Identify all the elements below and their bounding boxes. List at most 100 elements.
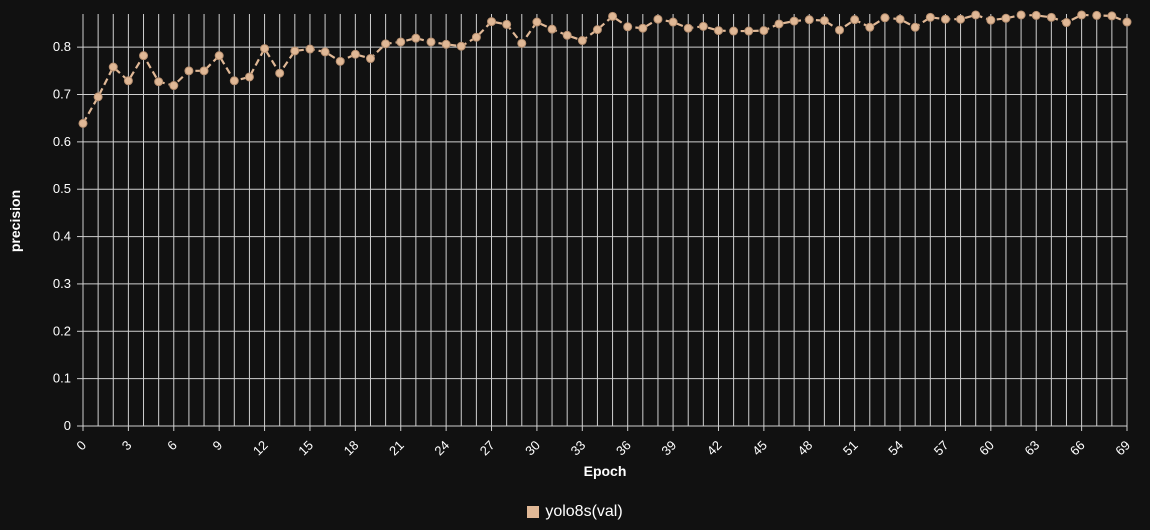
x-tick-label: 3 <box>119 438 135 454</box>
data-point[interactable] <box>895 14 905 24</box>
data-point[interactable] <box>865 22 875 32</box>
y-tick-label: 0.7 <box>53 87 71 102</box>
data-point[interactable] <box>577 36 587 46</box>
data-point[interactable] <box>517 38 527 48</box>
data-point[interactable] <box>653 14 663 24</box>
x-tick-label: 42 <box>704 438 725 459</box>
data-point[interactable] <box>244 72 254 82</box>
x-tick-label: 24 <box>431 438 452 459</box>
data-point[interactable] <box>426 37 436 47</box>
data-point[interactable] <box>154 77 164 87</box>
data-point[interactable] <box>320 47 330 57</box>
data-point[interactable] <box>123 76 133 86</box>
data-point[interactable] <box>275 68 285 78</box>
data-point[interactable] <box>214 51 224 61</box>
x-tick-label: 51 <box>840 438 861 459</box>
data-point[interactable] <box>1031 10 1041 20</box>
data-point[interactable] <box>199 66 209 76</box>
data-point[interactable] <box>487 17 497 27</box>
data-point[interactable] <box>910 22 920 32</box>
data-point[interactable] <box>789 16 799 26</box>
x-tick-label: 57 <box>931 438 952 459</box>
data-point[interactable] <box>668 17 678 27</box>
data-point[interactable] <box>335 56 345 66</box>
data-point[interactable] <box>139 51 149 61</box>
data-point[interactable] <box>835 25 845 35</box>
data-point[interactable] <box>229 76 239 86</box>
data-point[interactable] <box>1061 18 1071 28</box>
data-point[interactable] <box>623 22 633 32</box>
x-tick-label: 66 <box>1067 438 1088 459</box>
x-axis-title: Epoch <box>584 463 627 479</box>
data-point[interactable] <box>184 66 194 76</box>
data-point[interactable] <box>365 54 375 64</box>
data-point[interactable] <box>1016 10 1026 20</box>
data-point[interactable] <box>502 19 512 29</box>
data-point[interactable] <box>774 19 784 29</box>
x-tick-label: 12 <box>250 438 271 459</box>
data-point[interactable] <box>169 81 179 91</box>
data-point[interactable] <box>940 14 950 24</box>
x-tick-label: 18 <box>341 438 362 459</box>
data-point[interactable] <box>290 46 300 56</box>
data-point[interactable] <box>1122 17 1132 27</box>
data-point[interactable] <box>880 13 890 23</box>
x-tick-label: 21 <box>386 438 407 459</box>
x-tick-label: 54 <box>885 438 906 459</box>
y-tick-label: 0.6 <box>53 134 71 149</box>
x-tick-label: 39 <box>658 438 679 459</box>
data-point[interactable] <box>819 16 829 26</box>
data-point[interactable] <box>411 33 421 43</box>
axes: 00.10.20.30.40.50.60.70.80 3 6 9 12 15 18 21 24 2… <box>53 39 1133 458</box>
data-point[interactable] <box>562 30 572 40</box>
grid <box>82 14 1128 427</box>
x-tick-label: 6 <box>164 438 180 454</box>
series-points <box>78 10 1132 128</box>
data-point[interactable] <box>547 24 557 34</box>
data-point[interactable] <box>744 26 754 36</box>
data-point[interactable] <box>608 11 618 21</box>
data-point[interactable] <box>971 10 981 20</box>
data-point[interactable] <box>1077 10 1087 20</box>
y-tick-label: 0.1 <box>53 371 71 386</box>
x-tick-label: 27 <box>477 438 498 459</box>
y-tick-label: 0.2 <box>53 323 71 338</box>
data-point[interactable] <box>1001 13 1011 23</box>
data-point[interactable] <box>260 44 270 54</box>
data-point[interactable] <box>471 32 481 42</box>
data-point[interactable] <box>441 39 451 49</box>
data-point[interactable] <box>1092 10 1102 20</box>
y-axis-title: precision <box>7 190 23 252</box>
data-point[interactable] <box>381 39 391 49</box>
legend: yolo8s(val) <box>0 503 1150 523</box>
x-tick-label: 45 <box>749 438 770 459</box>
data-point[interactable] <box>1046 12 1056 22</box>
data-point[interactable] <box>698 21 708 31</box>
data-point[interactable] <box>1107 11 1117 21</box>
data-point[interactable] <box>532 17 542 27</box>
data-point[interactable] <box>78 118 88 128</box>
data-point[interactable] <box>456 41 466 51</box>
data-point[interactable] <box>759 26 769 36</box>
data-point[interactable] <box>850 15 860 25</box>
data-point[interactable] <box>638 23 648 33</box>
data-point[interactable] <box>592 25 602 35</box>
data-point[interactable] <box>986 15 996 25</box>
x-tick-label: 69 <box>1112 438 1133 459</box>
x-tick-label: 60 <box>976 438 997 459</box>
legend-item[interactable]: yolo8s(val) <box>527 503 623 521</box>
x-tick-label: 48 <box>795 438 816 459</box>
data-point[interactable] <box>729 26 739 36</box>
data-point[interactable] <box>305 44 315 54</box>
data-point[interactable] <box>108 62 118 72</box>
data-point[interactable] <box>93 92 103 102</box>
data-point[interactable] <box>713 26 723 36</box>
x-tick-label: 33 <box>568 438 589 459</box>
data-point[interactable] <box>683 23 693 33</box>
data-point[interactable] <box>804 15 814 25</box>
data-point[interactable] <box>925 12 935 22</box>
data-point[interactable] <box>350 49 360 59</box>
data-point[interactable] <box>956 14 966 24</box>
data-point[interactable] <box>396 37 406 47</box>
